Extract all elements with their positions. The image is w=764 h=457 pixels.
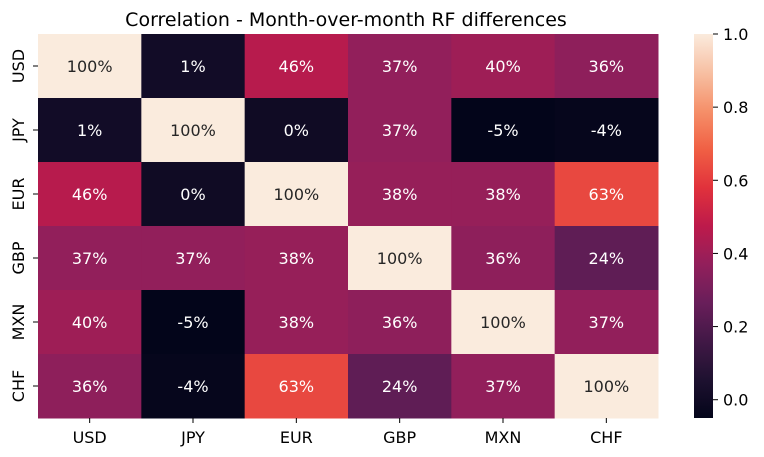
cell-label-usd-usd: 100%	[67, 57, 113, 76]
cell-mxn-mxn	[451, 290, 556, 355]
cell-jpy-jpy	[141, 98, 246, 163]
cell-usd-jpy	[141, 34, 246, 99]
y-tick-label-usd: USD	[9, 49, 28, 83]
cell-gbp-usd	[38, 226, 142, 291]
cell-jpy-mxn	[451, 98, 556, 163]
x-tick-label-mxn: MXN	[485, 428, 522, 447]
cell-usd-gbp	[348, 34, 452, 99]
cell-label-gbp-jpy: 37%	[175, 249, 211, 268]
y-tick-label-eur: EUR	[9, 178, 28, 211]
cell-label-usd-eur: 46%	[279, 57, 315, 76]
cell-label-jpy-usd: 1%	[77, 121, 102, 140]
cell-label-chf-jpy: -4%	[177, 377, 208, 396]
cell-label-jpy-chf: -4%	[591, 121, 622, 140]
x-axis: USD JPY EUR GBP MXN CHF	[73, 418, 623, 447]
cell-eur-chf	[554, 162, 659, 227]
cell-eur-usd	[38, 162, 142, 227]
y-tick-label-gbp: GBP	[9, 241, 28, 274]
cell-gbp-jpy	[141, 226, 246, 291]
cell-eur-eur	[244, 162, 349, 227]
cell-chf-jpy	[141, 354, 246, 419]
cell-label-gbp-eur: 38%	[279, 249, 315, 268]
cell-label-usd-gbp: 37%	[382, 57, 418, 76]
cell-label-mxn-mxn: 100%	[480, 313, 526, 332]
y-tick-label-chf: CHF	[9, 370, 28, 402]
cell-label-mxn-eur: 38%	[279, 313, 315, 332]
colorbar-tick-label-2: 0.4	[723, 244, 748, 263]
heatmap-cells	[38, 34, 659, 419]
cell-label-mxn-chf: 37%	[589, 313, 625, 332]
cell-label-chf-usd: 36%	[72, 377, 108, 396]
x-tick-label-jpy: JPY	[180, 428, 205, 447]
cell-label-jpy-jpy: 100%	[170, 121, 216, 140]
colorbar-ticks: 0.0 0.2 0.4 0.6 0.8 1.0	[713, 25, 748, 410]
cell-label-chf-gbp: 24%	[382, 377, 418, 396]
cell-label-chf-mxn: 37%	[485, 377, 521, 396]
x-tick-label-usd: USD	[73, 428, 107, 447]
cell-label-eur-eur: 100%	[273, 185, 319, 204]
cell-label-mxn-gbp: 36%	[382, 313, 418, 332]
colorbar-tick-label-5: 1.0	[723, 25, 748, 44]
cell-label-jpy-eur: 0%	[284, 121, 309, 140]
cell-jpy-eur	[244, 98, 349, 163]
cell-label-eur-chf: 63%	[589, 185, 625, 204]
cell-chf-usd	[38, 354, 142, 419]
cell-mxn-gbp	[348, 290, 452, 355]
y-tick-label-jpy: JPY	[9, 118, 28, 143]
cell-mxn-eur	[244, 290, 349, 355]
cell-chf-gbp	[348, 354, 452, 419]
cell-label-mxn-jpy: -5%	[177, 313, 208, 332]
cell-label-mxn-usd: 40%	[72, 313, 108, 332]
cell-eur-mxn	[451, 162, 556, 227]
cell-label-gbp-usd: 37%	[72, 249, 108, 268]
cell-gbp-mxn	[451, 226, 556, 291]
cell-mxn-chf	[554, 290, 659, 355]
colorbar-tick-label-0: 0.0	[723, 391, 748, 410]
cell-chf-mxn	[451, 354, 556, 419]
cell-jpy-gbp	[348, 98, 452, 163]
cell-label-gbp-gbp: 100%	[377, 249, 423, 268]
cell-label-usd-chf: 36%	[589, 57, 625, 76]
cell-gbp-eur	[244, 226, 349, 291]
chart-title: Correlation - Month-over-month RF differ…	[125, 9, 567, 31]
cell-label-chf-chf: 100%	[583, 377, 629, 396]
cell-gbp-gbp	[348, 226, 452, 291]
x-tick-label-eur: EUR	[280, 428, 313, 447]
cell-label-jpy-mxn: -5%	[487, 121, 518, 140]
cell-usd-chf	[554, 34, 659, 99]
cell-usd-eur	[244, 34, 349, 99]
cell-label-usd-mxn: 40%	[485, 57, 521, 76]
cell-label-eur-jpy: 0%	[180, 185, 205, 204]
colorbar-tick-label-1: 0.2	[723, 318, 748, 337]
cell-label-usd-jpy: 1%	[180, 57, 205, 76]
cell-label-chf-eur: 63%	[279, 377, 315, 396]
cell-label-eur-gbp: 38%	[382, 185, 418, 204]
cell-usd-mxn	[451, 34, 556, 99]
cell-label-gbp-chf: 24%	[589, 249, 625, 268]
cell-mxn-jpy	[141, 290, 246, 355]
cell-jpy-usd	[38, 98, 142, 163]
cell-label-gbp-mxn: 36%	[485, 249, 521, 268]
y-axis: USD JPY EUR GBP MXN CHF	[9, 49, 38, 402]
cell-label-eur-usd: 46%	[72, 185, 108, 204]
heatmap-cell-labels: 100% 1% 46% 37% 40% 36% 1% 100% 0% 37% -5% -4% 46% 0%…	[67, 57, 629, 396]
colorbar-tick-label-3: 0.6	[723, 171, 748, 190]
cell-chf-chf	[554, 354, 659, 419]
x-tick-label-gbp: GBP	[383, 428, 416, 447]
colorbar	[694, 34, 713, 418]
cell-chf-eur	[244, 354, 349, 419]
cell-eur-gbp	[348, 162, 452, 227]
x-tick-label-chf: CHF	[590, 428, 622, 447]
cell-gbp-chf	[554, 226, 659, 291]
cell-label-jpy-gbp: 37%	[382, 121, 418, 140]
cell-label-eur-mxn: 38%	[485, 185, 521, 204]
cell-mxn-usd	[38, 290, 142, 355]
y-tick-label-mxn: MXN	[9, 304, 28, 341]
cell-eur-jpy	[141, 162, 246, 227]
colorbar-tick-label-4: 0.8	[723, 98, 748, 117]
cell-jpy-chf	[554, 98, 659, 163]
cell-usd-usd	[38, 34, 142, 99]
